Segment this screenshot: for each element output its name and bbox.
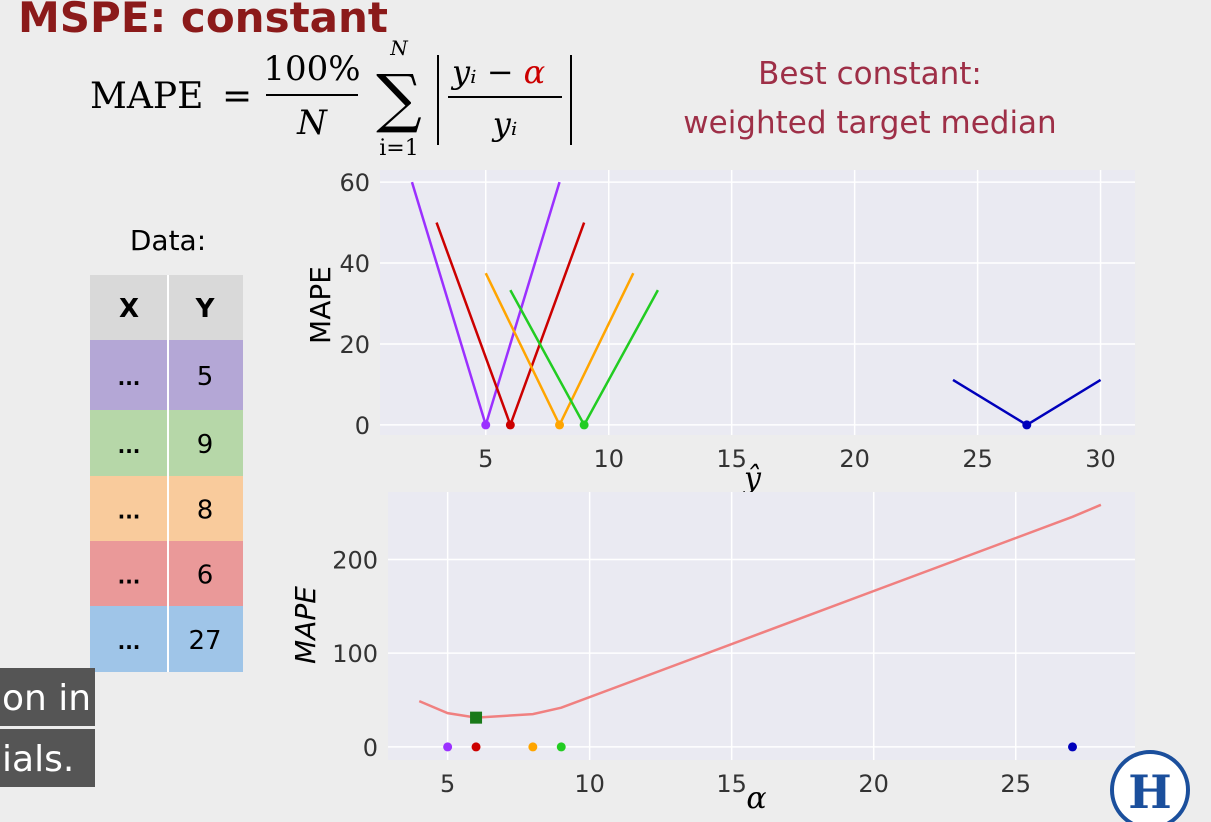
caption-box — [0, 729, 95, 787]
x-axis-label: α — [746, 781, 766, 816]
table-row — [90, 340, 243, 410]
table-row — [90, 476, 243, 541]
x-tick-label: 25 — [1000, 770, 1031, 798]
x-tick-label: 5 — [478, 445, 493, 473]
table-row — [90, 541, 243, 606]
data-point — [471, 742, 481, 752]
caption-text: ials. — [2, 739, 74, 780]
data-point — [555, 420, 565, 430]
data-point — [1068, 742, 1078, 752]
table-cell: ... — [118, 630, 141, 654]
formula-denominator: N — [296, 103, 328, 143]
y-tick-label: 60 — [339, 169, 370, 197]
data-point — [556, 742, 566, 752]
data-line — [418, 503, 1102, 719]
table-cell: ... — [118, 434, 141, 458]
alpha: α — [524, 53, 546, 91]
table-cell: 6 — [197, 561, 214, 591]
data-point — [443, 742, 453, 752]
x-tick-label: 15 — [716, 770, 747, 798]
x-tick-label: 20 — [858, 770, 889, 798]
sum-sign: ∑ — [376, 62, 422, 136]
logo — [1110, 750, 1190, 822]
formula-equals: = — [222, 76, 252, 117]
x-tick-label: 25 — [962, 445, 993, 473]
optimum-marker — [470, 711, 483, 724]
note-line: Best constant: — [758, 56, 982, 92]
logo-mark: Н — [1128, 765, 1171, 819]
table-row — [90, 606, 243, 672]
table-caption: Data: — [130, 224, 206, 257]
sum-upper: N — [389, 36, 409, 60]
y-tick-label: 200 — [332, 546, 378, 574]
charts: 5 10 15 20 25 30 0 20 40 60 ŷ MAPE 5 10 15 20 25 0 100 200 α… — [289, 169, 1135, 816]
y-tick-label: 40 — [339, 250, 370, 278]
y-tick-label: 0 — [355, 412, 370, 440]
formula-numerator: 100% — [263, 49, 360, 89]
sum-lower: i=1 — [379, 136, 418, 161]
note-line: weighted target median — [683, 105, 1056, 141]
x-tick-label: 10 — [593, 445, 624, 473]
data-point — [505, 420, 515, 430]
x-tick-label: 10 — [574, 770, 605, 798]
caption-box — [0, 668, 95, 726]
captions: on in ials. — [0, 668, 95, 787]
x-tick-label: 15 — [716, 445, 747, 473]
minus: − — [487, 53, 514, 91]
data-point — [528, 742, 538, 752]
slide-title: MSPE: constant — [18, 0, 388, 42]
plot-area — [380, 170, 1135, 435]
x-tick-label: 5 — [440, 770, 455, 798]
data-point — [481, 420, 491, 430]
x-axis-label: ŷ — [742, 461, 762, 496]
y-axis-label: MAPE — [304, 266, 337, 344]
table-header — [90, 275, 243, 340]
table-row — [90, 410, 243, 476]
table-cell: 8 — [197, 496, 214, 526]
data-table: X Y... 5... 9... 8... 6... 27 — [90, 275, 243, 672]
y-i: yᵢ — [450, 53, 477, 91]
header-cell: X — [119, 294, 139, 324]
plot-area — [388, 492, 1135, 760]
y-tick-label: 0 — [363, 734, 378, 762]
table-cell: 27 — [188, 626, 221, 656]
y-axis-label: MAPE — [289, 586, 322, 664]
table-cell: ... — [118, 500, 141, 524]
table-cell: 9 — [197, 430, 214, 460]
abs-denominator: yᵢ — [491, 105, 518, 143]
header-cell: Y — [195, 294, 216, 324]
y-tick-label: 100 — [332, 640, 378, 668]
table-cell: 5 — [197, 362, 214, 392]
data-point — [579, 420, 589, 430]
y-tick-label: 20 — [339, 331, 370, 359]
x-tick-label: 20 — [839, 445, 870, 473]
table-cell: ... — [118, 366, 141, 390]
data-point — [1022, 420, 1032, 430]
formula-lhs: MAPE — [90, 76, 203, 117]
table-cell: ... — [118, 565, 141, 589]
abs-numerator: yᵢ − α — [450, 53, 545, 91]
x-tick-label: 30 — [1085, 445, 1116, 473]
caption-text: on in — [2, 678, 91, 719]
